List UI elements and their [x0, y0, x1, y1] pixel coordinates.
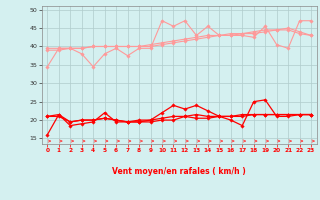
- X-axis label: Vent moyen/en rafales ( km/h ): Vent moyen/en rafales ( km/h ): [112, 167, 246, 176]
